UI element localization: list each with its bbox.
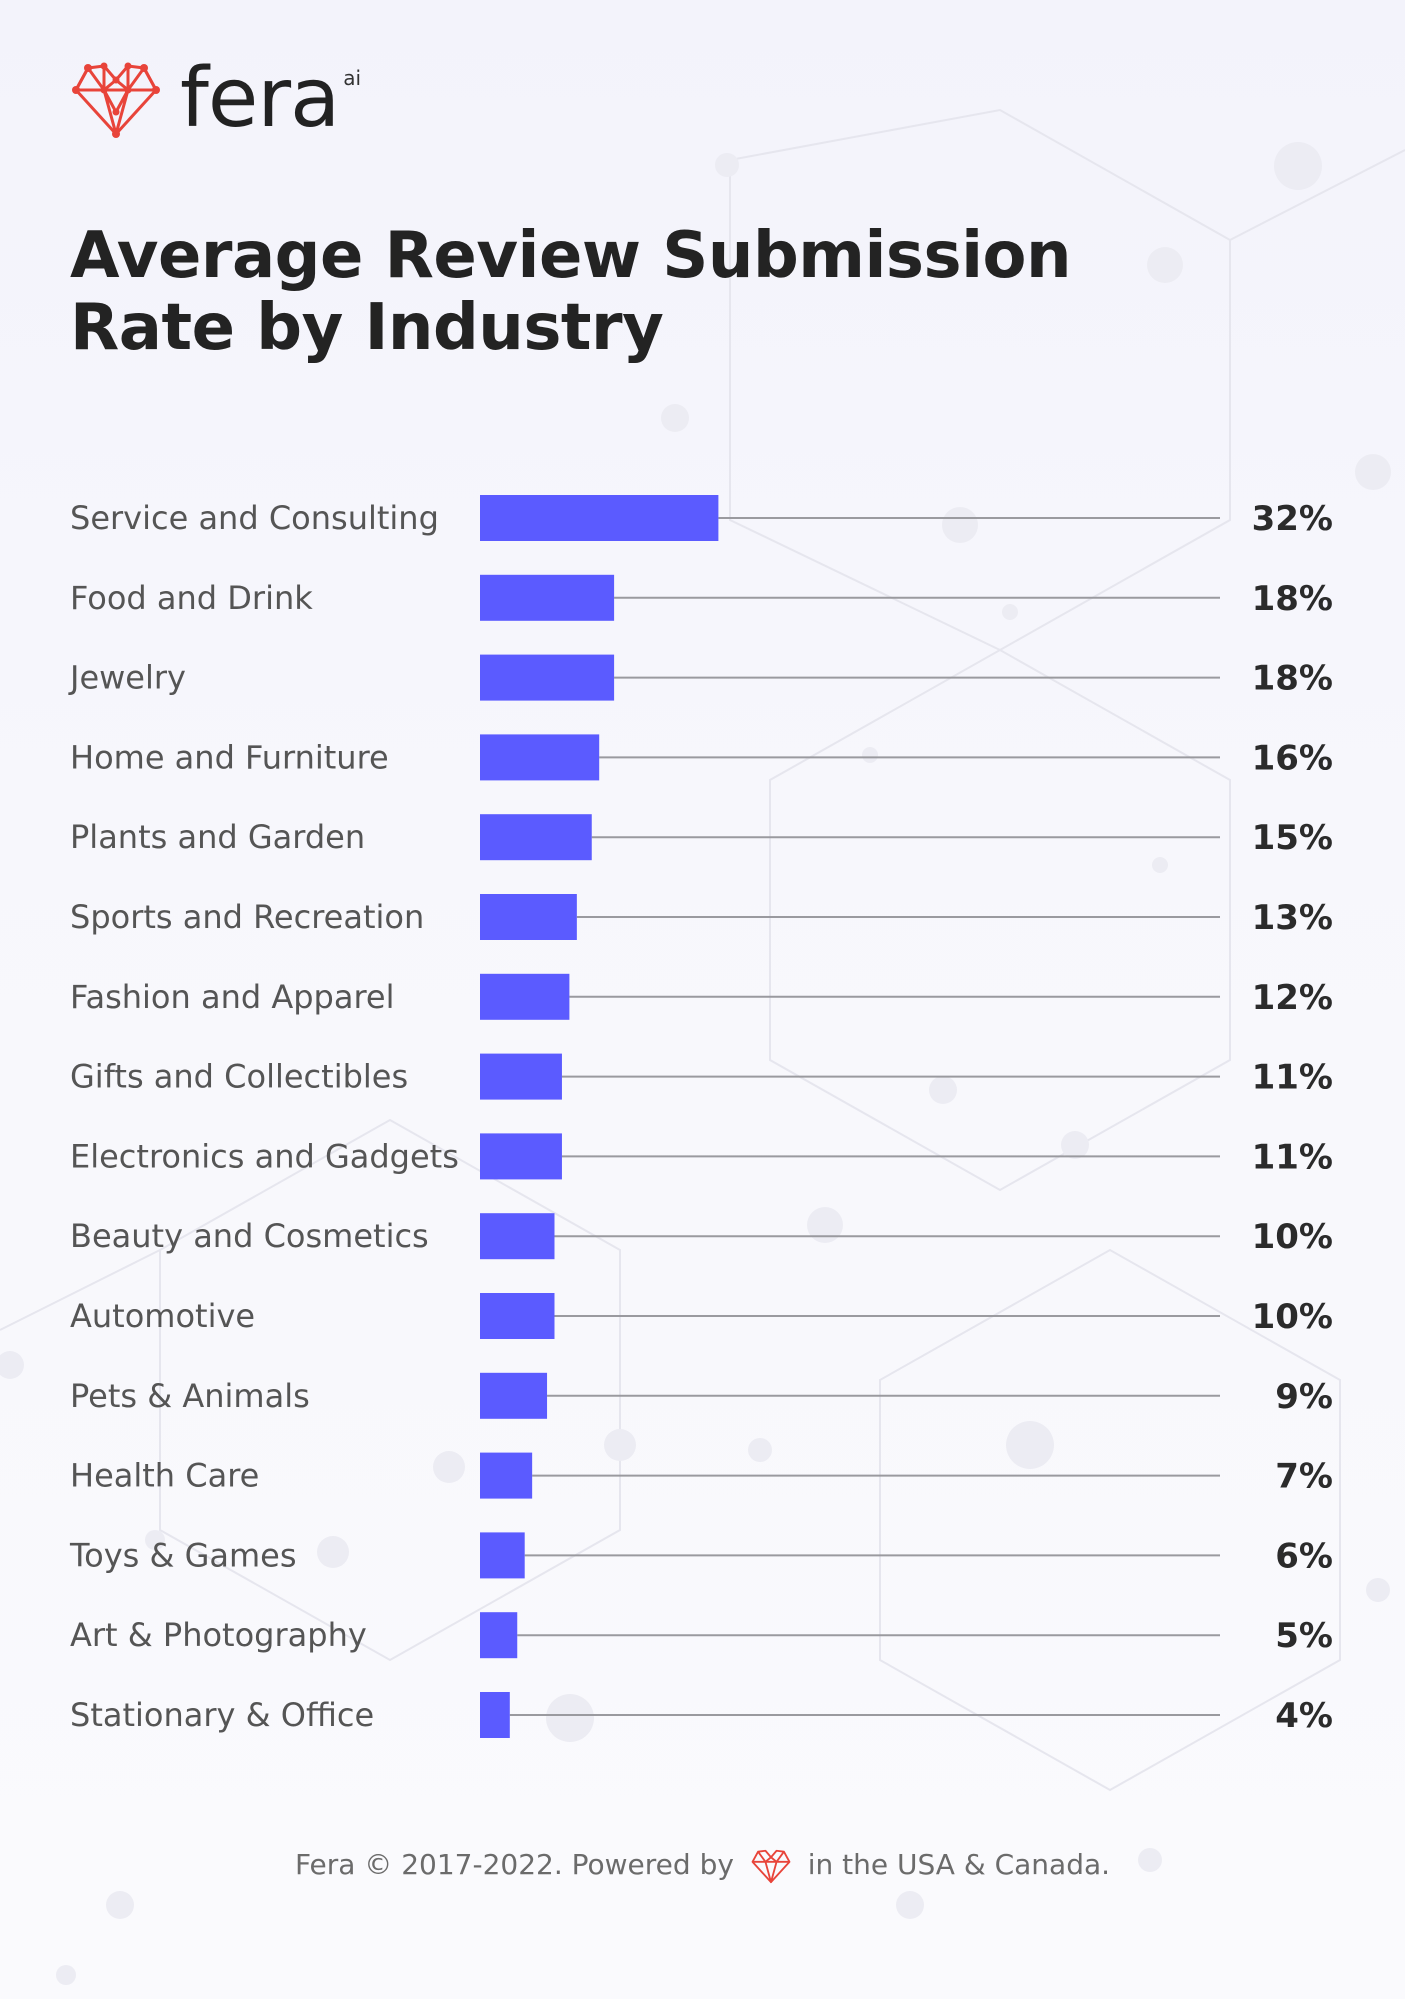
fera-heart-logo-icon: [72, 62, 160, 138]
category-label: Health Care: [70, 1457, 259, 1495]
category-label: Toys & Games: [69, 1536, 297, 1574]
footer-text-after: in the USA & Canada.: [807, 1848, 1111, 1881]
category-label: Beauty and Cosmetics: [70, 1217, 429, 1255]
category-label: Gifts and Collectibles: [70, 1058, 408, 1096]
value-label: 32%: [1252, 499, 1333, 539]
bar: [480, 1372, 548, 1419]
bar: [480, 1133, 562, 1180]
bar-row-plants-and-garden: Plants and Garden 15%: [70, 814, 1333, 861]
bar-row-home-and-furniture: Home and Furniture 16%: [70, 734, 1333, 781]
bar: [480, 814, 592, 861]
value-label: 6%: [1275, 1536, 1333, 1576]
value-label: 15%: [1252, 818, 1333, 858]
value-label: 10%: [1252, 1297, 1333, 1337]
bar: [480, 1612, 518, 1659]
category-label: Fashion and Apparel: [70, 978, 394, 1016]
category-label: Pets & Animals: [70, 1377, 310, 1415]
category-label: Service and Consulting: [70, 499, 439, 537]
bar-row-beauty-and-cosmetics: Beauty and Cosmetics 10%: [70, 1213, 1333, 1260]
bar: [480, 734, 600, 781]
bar-row-toys-and-games: Toys & Games 6%: [69, 1532, 1333, 1579]
bar-row-art-and-photography: Art & Photography 5%: [70, 1612, 1333, 1659]
category-label: Jewelry: [68, 659, 186, 697]
bar-row-stationary-and-office: Stationary & Office 4%: [70, 1692, 1333, 1738]
bar-row-gifts-and-collectibles: Gifts and Collectibles 11%: [70, 1053, 1333, 1100]
category-label: Stationary & Office: [70, 1696, 374, 1734]
category-label: Plants and Garden: [70, 818, 365, 856]
value-label: 11%: [1252, 1137, 1333, 1177]
bar-row-jewelry: Jewelry 18%: [68, 654, 1333, 701]
category-label: Art & Photography: [70, 1616, 367, 1654]
bar: [480, 1213, 555, 1260]
value-label: 18%: [1252, 579, 1333, 619]
fera-heart-footer-icon: [751, 1849, 791, 1884]
bar: [480, 495, 719, 541]
bar: [480, 1293, 555, 1339]
bar-row-fashion-and-apparel: Fashion and Apparel 12%: [70, 973, 1333, 1020]
bar: [480, 1532, 525, 1579]
value-label: 11%: [1252, 1058, 1333, 1098]
value-label: 16%: [1252, 738, 1333, 778]
bar-row-food-and-drink: Food and Drink 18%: [70, 574, 1333, 621]
bar: [480, 574, 615, 621]
value-label: 10%: [1252, 1217, 1333, 1257]
footer-text-before: Fera © 2017-2022. Powered by: [294, 1848, 734, 1881]
brand-superscript: ai: [343, 66, 362, 90]
category-label: Food and Drink: [70, 579, 313, 617]
bar-row-service-and-consulting: Service and Consulting 32%: [70, 495, 1333, 541]
bar: [480, 894, 577, 940]
value-label: 5%: [1275, 1616, 1333, 1656]
bar-row-electronics-and-gadgets: Electronics and Gadgets 11%: [70, 1133, 1333, 1180]
category-label: Sports and Recreation: [70, 898, 424, 936]
footer: Fera © 2017-2022. Powered by in the USA …: [0, 1848, 1405, 1884]
bar-row-automotive: Automotive 10%: [70, 1293, 1333, 1339]
bar: [480, 654, 615, 701]
value-label: 12%: [1252, 978, 1333, 1018]
bar-row-health-care: Health Care 7%: [70, 1452, 1333, 1499]
bar-row-pets-and-animals: Pets & Animals 9%: [70, 1372, 1333, 1419]
chart-title: Average Review Submission Rate by Indust…: [70, 219, 1072, 365]
category-label: Electronics and Gadgets: [70, 1137, 459, 1175]
bar-row-sports-and-recreation: Sports and Recreation 13%: [70, 894, 1333, 940]
brand-logo: fera ai: [70, 51, 362, 146]
category-label: Automotive: [70, 1297, 255, 1335]
value-label: 9%: [1275, 1377, 1333, 1417]
brand-name: fera: [180, 51, 340, 146]
bar: [480, 1452, 533, 1499]
bar: [480, 973, 570, 1020]
bar: [480, 1053, 562, 1100]
value-label: 7%: [1275, 1457, 1333, 1497]
value-label: 13%: [1252, 898, 1333, 938]
value-label: 18%: [1252, 659, 1333, 699]
category-label: Home and Furniture: [70, 738, 389, 776]
bar: [480, 1692, 510, 1738]
value-label: 4%: [1275, 1696, 1333, 1736]
